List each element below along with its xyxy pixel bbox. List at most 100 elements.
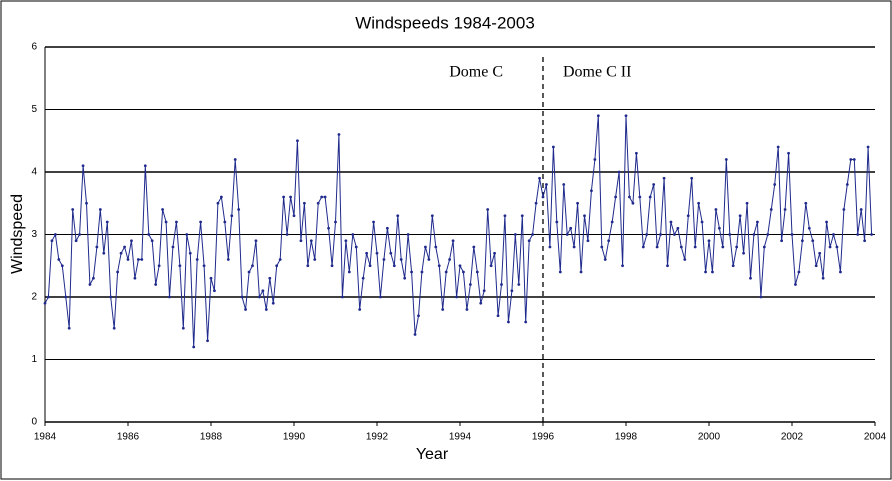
point xyxy=(576,201,579,205)
point xyxy=(299,239,303,243)
point xyxy=(607,239,611,243)
point xyxy=(102,251,106,255)
point xyxy=(524,320,528,324)
point xyxy=(444,270,448,274)
point xyxy=(57,258,61,261)
point xyxy=(123,245,126,249)
point xyxy=(178,264,182,268)
point xyxy=(181,326,185,330)
point xyxy=(652,183,656,186)
point xyxy=(655,245,659,249)
point xyxy=(130,239,133,243)
point xyxy=(365,251,369,255)
point xyxy=(752,233,756,236)
point xyxy=(462,270,465,274)
point xyxy=(558,270,562,274)
point xyxy=(424,245,427,249)
point xyxy=(385,226,389,230)
point xyxy=(427,258,431,261)
point xyxy=(237,208,241,211)
point xyxy=(479,301,483,305)
point xyxy=(71,208,75,211)
point xyxy=(143,164,147,168)
point xyxy=(610,220,614,224)
point xyxy=(53,233,57,236)
point xyxy=(486,208,490,211)
point xyxy=(828,245,832,249)
point xyxy=(645,233,649,236)
point xyxy=(714,208,718,211)
point xyxy=(417,314,420,318)
point xyxy=(192,345,196,349)
point xyxy=(85,201,88,205)
point xyxy=(240,295,244,299)
point xyxy=(347,270,351,274)
point xyxy=(538,176,541,180)
point xyxy=(358,308,362,311)
point xyxy=(825,220,828,224)
point xyxy=(261,289,265,293)
point xyxy=(289,195,292,199)
point xyxy=(133,276,137,280)
point xyxy=(209,276,213,280)
point xyxy=(292,214,296,218)
point xyxy=(704,270,707,274)
point xyxy=(711,270,714,274)
point xyxy=(628,195,631,199)
point xyxy=(285,233,289,236)
point xyxy=(794,283,797,286)
point xyxy=(766,233,770,236)
annotation: Dome C II xyxy=(563,64,631,81)
point xyxy=(43,301,47,305)
point xyxy=(455,295,458,299)
point xyxy=(849,158,853,161)
point xyxy=(531,233,535,236)
point xyxy=(738,214,742,218)
point xyxy=(116,270,120,274)
point xyxy=(555,220,559,224)
y-tick-label: 0 xyxy=(31,417,37,428)
point xyxy=(396,214,400,218)
point xyxy=(161,208,164,211)
point xyxy=(379,295,382,299)
y-tick-label: 5 xyxy=(31,104,37,115)
y-tick-label: 2 xyxy=(31,292,37,303)
point xyxy=(780,239,784,243)
point xyxy=(168,295,171,299)
point xyxy=(472,245,476,249)
x-tick-label: 1992 xyxy=(366,432,389,443)
x-tick-label: 2002 xyxy=(781,432,804,443)
point xyxy=(164,220,168,224)
point xyxy=(762,245,766,249)
point xyxy=(482,289,486,293)
point xyxy=(47,295,50,299)
point xyxy=(489,264,493,268)
point xyxy=(783,208,787,211)
point xyxy=(98,208,102,211)
point xyxy=(67,326,71,330)
point xyxy=(579,270,583,274)
point xyxy=(150,239,154,243)
point xyxy=(195,258,199,261)
point xyxy=(565,233,569,236)
point xyxy=(562,183,566,186)
series-line xyxy=(44,115,873,348)
point xyxy=(140,258,144,261)
point xyxy=(434,245,438,249)
point xyxy=(247,270,251,274)
point xyxy=(258,295,261,299)
point xyxy=(88,283,92,286)
point xyxy=(721,245,725,249)
point xyxy=(742,251,745,255)
point xyxy=(551,145,555,149)
point xyxy=(769,208,773,211)
point xyxy=(64,295,68,299)
point xyxy=(621,264,624,268)
point xyxy=(697,201,701,205)
x-tick-label: 1996 xyxy=(532,432,555,443)
x-tick-label: 2004 xyxy=(864,432,887,443)
point xyxy=(171,245,175,249)
point xyxy=(296,139,299,143)
point xyxy=(593,158,597,161)
